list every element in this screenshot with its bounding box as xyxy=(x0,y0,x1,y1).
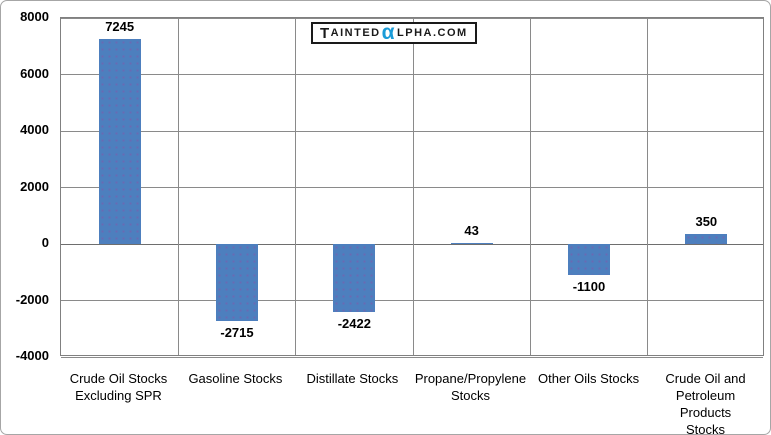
gridline-horizontal xyxy=(61,17,763,19)
bar-value-label: -2715 xyxy=(220,324,254,340)
y-axis-tick-label: 0 xyxy=(41,235,49,250)
y-axis-tick-label: 4000 xyxy=(20,122,49,137)
gridline-horizontal xyxy=(61,300,763,301)
bar-value-label: 43 xyxy=(464,222,479,238)
gridline-vertical xyxy=(529,18,531,355)
gridline-vertical xyxy=(295,18,297,355)
bar xyxy=(568,244,610,276)
gridline-vertical xyxy=(647,18,649,355)
logo-text: T xyxy=(320,24,331,42)
bar xyxy=(216,244,258,321)
bar-value-label: -1100 xyxy=(572,279,606,295)
plot-area: 7245 -2715 -2422 43 -1100 350 xyxy=(60,17,764,358)
y-axis-tick-label: 6000 xyxy=(20,65,49,81)
category-label: Other Oils Stocks xyxy=(538,371,640,386)
bar xyxy=(450,242,493,244)
y-axis-tick-label: -4000 xyxy=(15,348,49,363)
zero-axis-line xyxy=(61,243,763,245)
y-axis-tick-label: 2000 xyxy=(20,178,49,194)
category-label: Crude Oil and Petroleum Products Stocks xyxy=(665,371,746,435)
bar xyxy=(685,234,728,244)
y-axis-tick-label: 8000 xyxy=(20,9,49,24)
category-label: Distillate Stocks xyxy=(306,371,399,386)
gridline-vertical xyxy=(412,18,414,355)
category-label: Gasoline Stocks xyxy=(188,371,283,386)
bar-value-label: 7245 xyxy=(105,19,135,35)
category-label: Propane/Propylene Stocks xyxy=(414,371,527,403)
gridline-horizontal xyxy=(61,356,763,358)
alpha-glyph-icon: α xyxy=(381,20,397,44)
bar xyxy=(98,39,141,244)
y-axis-tick-label: -2000 xyxy=(15,291,49,307)
bar xyxy=(333,244,376,313)
gridline-horizontal xyxy=(61,74,763,75)
bar-value-label: -2422 xyxy=(337,316,371,332)
logo-text: AINTED xyxy=(330,26,381,39)
category-label: Crude Oil Stocks Excluding SPR xyxy=(69,371,168,403)
gridline-horizontal xyxy=(61,130,763,132)
bar-value-label: 350 xyxy=(695,214,718,230)
gridline-vertical xyxy=(177,18,179,355)
tainted-alpha-logo: T AINTED α LPHA.COM xyxy=(311,22,477,44)
x-axis-category-labels: Crude Oil Stocks Excluding SPR Gasoline S… xyxy=(60,370,764,435)
logo-text: LPHA.COM xyxy=(397,26,468,39)
gridline-horizontal xyxy=(61,187,763,188)
